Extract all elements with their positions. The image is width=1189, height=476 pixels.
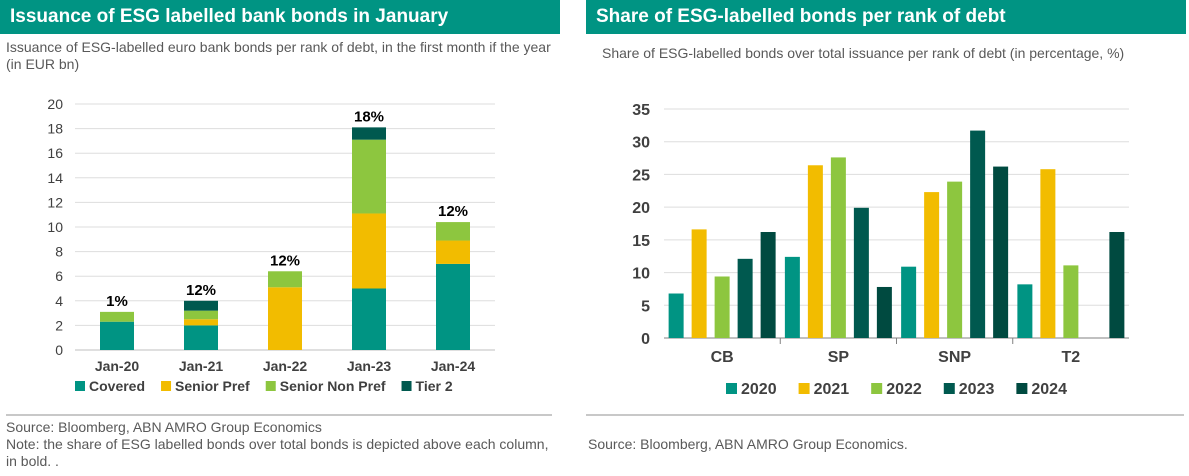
x-tick-label: Jan-21 [179, 358, 224, 374]
bar-segment-tier-2 [352, 127, 386, 140]
x-tick-label: T2 [1062, 349, 1081, 366]
y-tick-label: 5 [641, 298, 650, 315]
legend-label: 2023 [959, 381, 995, 398]
legend-label: Senior Pref [175, 378, 250, 394]
legend-label: Senior Non Pref [280, 378, 386, 394]
y-tick-label: 25 [632, 167, 650, 184]
bar-2022 [714, 276, 730, 338]
left-footer-divider [6, 414, 552, 416]
x-tick-label: SP [828, 349, 850, 366]
bar-segment-senior-pref [436, 240, 470, 264]
bar-2022 [947, 181, 963, 338]
legend-swatch [798, 383, 810, 394]
bar-2024 [876, 286, 892, 338]
right-grouped-bar-chart: 0 5 10 15 20 25 30 35 CB SP SNP T2 2020 2021 2022 2023 2… [632, 102, 1129, 398]
y-tick-label: 35 [632, 102, 650, 119]
y-tick-label: 20 [632, 200, 650, 217]
y-tick-label: 2 [55, 317, 63, 333]
bar-2023 [970, 130, 986, 338]
bar-2022 [1063, 265, 1079, 338]
y-tick-label: 0 [55, 342, 63, 358]
bar-2021 [807, 165, 823, 338]
legend-swatch [161, 381, 172, 391]
x-tick-label: Jan-22 [263, 358, 308, 374]
y-tick-label: 10 [47, 219, 63, 235]
y-tick-label: 14 [47, 170, 63, 186]
y-tick-label: 10 [632, 266, 650, 283]
y-tick-label: 16 [47, 145, 63, 161]
left-chart-subtitle: Issuance of ESG-labelled euro bank bonds… [6, 39, 551, 72]
legend-swatch [75, 381, 85, 391]
bar-2021 [691, 229, 707, 338]
right-chart-subtitle: Share of ESG-labelled bonds over total i… [602, 45, 1125, 61]
bar-share-label: 12% [438, 203, 468, 220]
left-stacked-bar-chart: 0 2 4 6 8 10 12 14 16 18 20 1% Jan-20 12% Jan-21 12% Jan… [47, 96, 495, 394]
y-tick-label: 15 [632, 233, 650, 250]
y-tick-label: 4 [55, 293, 63, 309]
bar-segment-senior-pref [352, 213, 386, 289]
bar-segment-covered [184, 325, 218, 350]
legend-label: Tier 2 [416, 378, 453, 394]
bar-2020 [901, 266, 917, 338]
bar-2024 [760, 232, 776, 338]
bar-segment-senior-pref [268, 287, 302, 350]
x-tick-label: Jan-23 [347, 358, 392, 374]
y-tick-label: 20 [47, 96, 63, 112]
bar-segment-senior-non-pref [184, 310, 218, 320]
legend-swatch [871, 383, 883, 394]
bar-2020 [784, 256, 800, 338]
x-tick-label: SNP [938, 349, 971, 366]
y-tick-label: 8 [55, 244, 63, 260]
left-source: Source: Bloomberg, ABN AMRO Group Econom… [6, 419, 322, 435]
bar-segment-senior-non-pref [352, 139, 386, 214]
bar-share-label: 12% [186, 282, 216, 299]
bar-2021 [1040, 169, 1056, 338]
bar-segment-senior-pref [184, 319, 218, 326]
bar-2020 [1017, 284, 1033, 338]
y-tick-label: 12 [47, 194, 63, 210]
right-chart-title: Share of ESG-labelled bonds per rank of … [586, 0, 1186, 34]
bar-2022 [830, 157, 846, 338]
bar-segment-senior-non-pref [436, 222, 470, 241]
bar-segment-covered [352, 288, 386, 350]
bar-2024 [1109, 232, 1125, 338]
bar-share-label: 12% [270, 252, 300, 269]
bar-share-label: 18% [354, 108, 384, 125]
y-tick-label: 18 [47, 121, 63, 137]
bar-share-label: 1% [106, 293, 128, 310]
y-tick-label: 0 [641, 331, 650, 348]
bar-2021 [924, 192, 940, 338]
y-tick-label: 30 [632, 135, 650, 152]
bar-2024 [993, 166, 1009, 338]
x-tick-label: CB [711, 349, 734, 366]
legend-swatch [726, 383, 737, 394]
legend-swatch [401, 381, 412, 391]
x-tick-label: Jan-20 [95, 358, 140, 374]
bar-segment-covered [436, 263, 470, 350]
right-source: Source: Bloomberg, ABN AMRO Group Econom… [588, 436, 908, 452]
bar-segment-senior-non-pref [100, 311, 134, 322]
legend-label: 2024 [1031, 381, 1067, 398]
legend-label: 2020 [741, 381, 777, 398]
right-footer-divider [586, 414, 1184, 416]
bar-segment-tier-2 [184, 300, 218, 311]
left-note: Note: the share of ESG labelled bonds ov… [6, 436, 549, 469]
right-chart-panel: Share of ESG-labelled bonds per rank of … [586, 0, 1186, 476]
y-tick-label: 6 [55, 268, 63, 284]
legend-swatch [1016, 383, 1028, 394]
bar-2023 [737, 258, 753, 338]
legend-label: 2022 [886, 381, 922, 398]
legend-label: 2021 [814, 381, 850, 398]
bar-segment-covered [100, 321, 134, 350]
x-tick-label: Jan-24 [431, 358, 476, 374]
legend-swatch [943, 383, 955, 394]
bar-2020 [668, 293, 684, 338]
legend-label: Covered [89, 378, 145, 394]
bar-segment-senior-non-pref [268, 271, 302, 288]
left-chart-panel: Issuance of ESG labelled bank bonds in J… [0, 0, 560, 476]
legend-swatch [265, 381, 276, 391]
bar-2023 [853, 207, 869, 338]
left-chart-title: Issuance of ESG labelled bank bonds in J… [0, 0, 560, 34]
